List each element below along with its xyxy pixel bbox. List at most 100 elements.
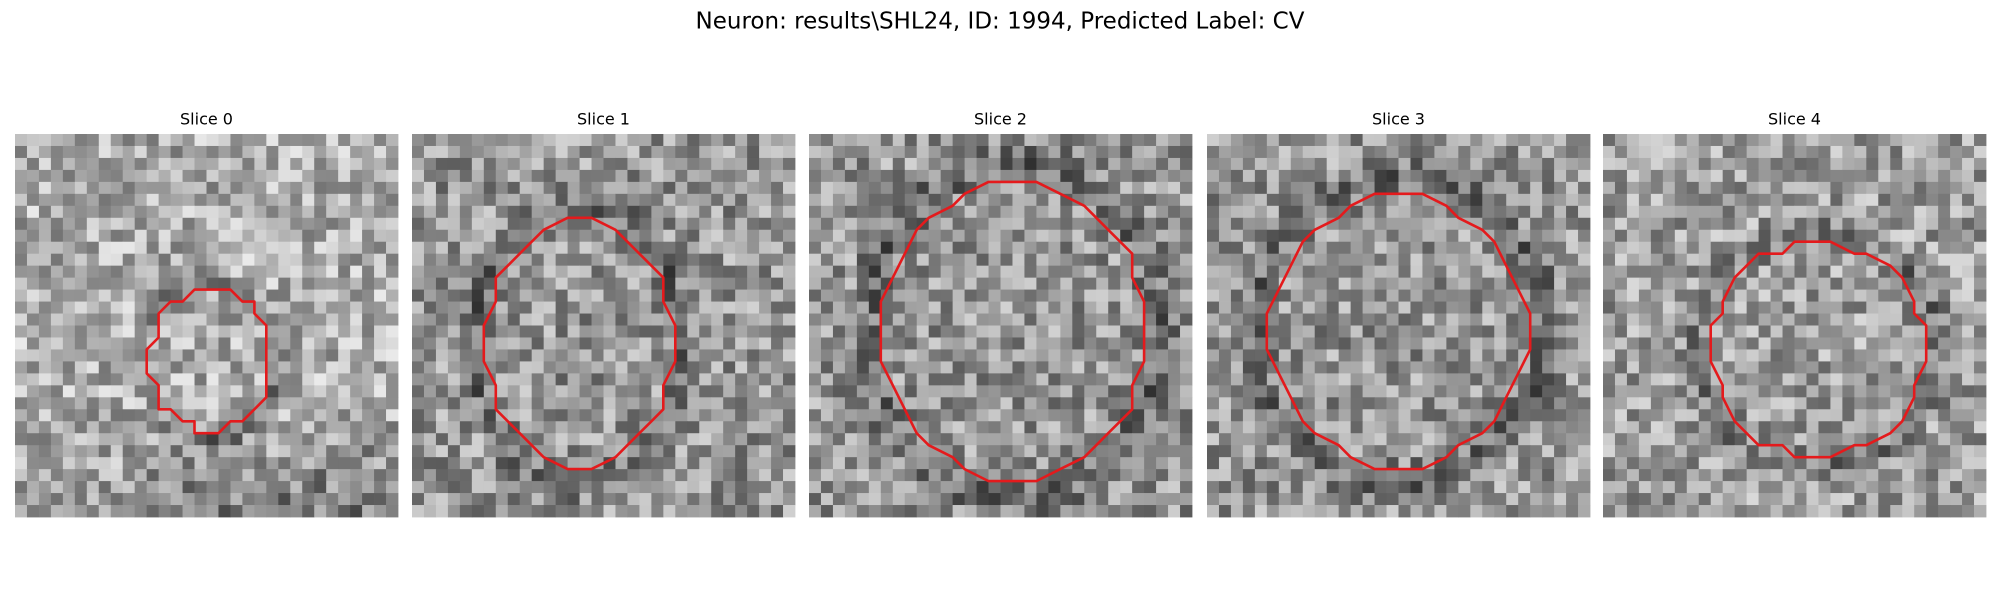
pixel: [110, 325, 124, 338]
pixel: [1422, 337, 1435, 350]
pixel: [1446, 193, 1459, 207]
pixel: [976, 385, 989, 398]
pixel: [928, 409, 942, 422]
pixel: [1482, 385, 1495, 398]
pixel: [1266, 421, 1280, 434]
pixel: [314, 385, 327, 398]
pixel: [1254, 325, 1268, 338]
pixel: [338, 157, 351, 171]
pixel: [122, 325, 136, 338]
pixel: [1302, 193, 1316, 207]
pixel: [1710, 397, 1724, 410]
pixel: [1036, 373, 1049, 386]
pixel: [1806, 433, 1819, 446]
pixel: [1254, 349, 1268, 362]
pixel: [1902, 421, 1915, 434]
pixel: [1758, 193, 1771, 207]
pixel: [1758, 433, 1771, 446]
pixel: [1218, 361, 1232, 374]
pixel: [1410, 493, 1423, 506]
pixel: [218, 361, 231, 374]
pixel: [26, 301, 40, 314]
pixel: [386, 481, 399, 494]
pixel: [435, 397, 449, 410]
pixel: [1950, 277, 1963, 290]
pixel: [1962, 349, 1975, 362]
pixel: [1710, 289, 1724, 302]
pixel: [771, 349, 784, 362]
pixel: [1362, 433, 1375, 446]
pixel: [591, 205, 604, 219]
pixel: [1302, 205, 1316, 219]
pixel: [844, 361, 858, 374]
pixel: [1554, 229, 1567, 243]
pixel: [302, 385, 315, 398]
pixel: [423, 134, 437, 147]
pixel: [15, 361, 28, 374]
pixel: [1290, 337, 1304, 350]
pixel: [1108, 337, 1121, 350]
pixel: [1950, 325, 1963, 338]
pixel: [1230, 469, 1244, 482]
pixel: [1132, 241, 1145, 255]
pixel: [1446, 289, 1459, 302]
pixel: [1434, 481, 1447, 494]
pixel: [1926, 289, 1939, 302]
pixel: [1374, 217, 1387, 231]
pixel: [916, 421, 930, 434]
pixel: [1890, 277, 1903, 290]
pixel: [350, 241, 363, 255]
pixel: [459, 433, 473, 446]
pixel: [1482, 265, 1495, 279]
pixel: [1168, 277, 1181, 290]
pixel: [651, 169, 664, 183]
pixel: [1578, 385, 1591, 398]
pixel: [880, 397, 894, 410]
pixel: [1120, 505, 1133, 518]
pixel: [976, 337, 989, 350]
pixel: [86, 433, 100, 446]
pixel: [964, 385, 977, 398]
pixel: [1314, 361, 1328, 374]
pixel: [74, 397, 88, 410]
pixel: [1686, 289, 1700, 302]
pixel: [916, 145, 930, 159]
pixel: [531, 289, 545, 302]
pixel: [1012, 313, 1025, 326]
pixel: [1156, 157, 1169, 171]
pixel: [170, 289, 183, 302]
pixel: [50, 289, 64, 302]
pixel: [1108, 313, 1121, 326]
pixel: [1207, 253, 1220, 267]
pixel: [1458, 337, 1471, 350]
pixel: [1842, 325, 1855, 338]
pixel: [1542, 493, 1555, 506]
pixel: [844, 421, 858, 434]
pixel: [447, 457, 461, 470]
pixel: [495, 193, 509, 207]
pixel: [122, 373, 136, 386]
pixel: [1024, 349, 1037, 362]
pixel: [759, 265, 772, 279]
pixel: [1144, 409, 1157, 422]
pixel: [1542, 469, 1555, 482]
pixel: [1878, 277, 1891, 290]
pixel: [519, 481, 533, 494]
pixel: [1866, 277, 1879, 290]
pixel: [1302, 493, 1316, 506]
pixel: [74, 265, 88, 279]
pixel: [952, 253, 965, 267]
pixel: [302, 325, 315, 338]
pixel: [1950, 157, 1963, 171]
pixel: [844, 169, 858, 183]
pixel: [1926, 157, 1939, 171]
pixel: [471, 289, 485, 302]
pixel: [868, 181, 882, 195]
pixel: [1542, 325, 1555, 338]
pixel: [567, 385, 580, 398]
pixel: [1890, 157, 1903, 171]
pixel: [868, 457, 882, 470]
pixel: [976, 409, 989, 422]
pixel: [809, 505, 822, 518]
pixel: [1060, 313, 1073, 326]
